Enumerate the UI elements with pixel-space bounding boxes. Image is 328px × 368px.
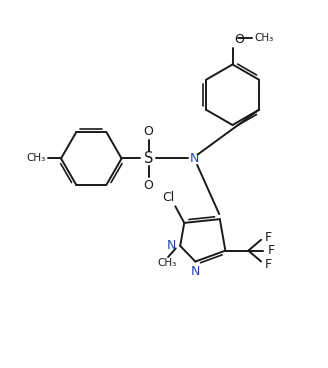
Text: CH₃: CH₃: [157, 258, 177, 268]
Text: O: O: [143, 125, 153, 138]
Text: CH₃: CH₃: [27, 153, 46, 163]
Text: N: N: [191, 265, 200, 278]
Text: CH₃: CH₃: [254, 33, 274, 43]
Text: N: N: [190, 152, 199, 165]
Text: F: F: [265, 258, 272, 270]
Text: Cl: Cl: [162, 191, 174, 204]
Text: F: F: [265, 231, 272, 244]
Text: S: S: [144, 151, 154, 166]
Text: O: O: [234, 33, 244, 46]
Text: F: F: [267, 244, 275, 257]
Text: N: N: [166, 239, 176, 252]
Text: O: O: [143, 179, 153, 192]
